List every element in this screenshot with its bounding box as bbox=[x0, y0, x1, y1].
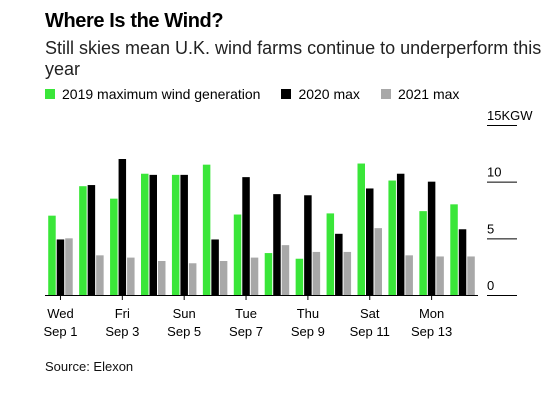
bar-2021-sep-10 bbox=[343, 251, 352, 295]
x-tick-day: Mon bbox=[419, 306, 444, 321]
bar-2021-sep-4 bbox=[158, 261, 166, 295]
bar-2020-sep-14 bbox=[458, 229, 467, 295]
bar-2019-sep-8 bbox=[264, 253, 273, 295]
bar-2020-sep-10 bbox=[335, 233, 343, 295]
bar-2019-sep-5 bbox=[171, 174, 180, 295]
bar-2019-sep-7 bbox=[233, 214, 242, 295]
legend-swatch-2021 bbox=[380, 89, 391, 99]
bar-2021-sep-14 bbox=[467, 256, 475, 295]
x-tick-day: Wed bbox=[47, 306, 74, 321]
bar-2020-sep-13 bbox=[427, 181, 436, 295]
bar-2020-sep-8 bbox=[273, 194, 281, 295]
y-tick-label: 0 bbox=[487, 278, 494, 293]
legend-swatch-2020 bbox=[281, 89, 292, 99]
bar-2021-sep-11 bbox=[374, 228, 382, 295]
legend-label-2019: 2019 maximum wind generation bbox=[62, 86, 261, 102]
x-tick-day: Sun bbox=[173, 306, 196, 321]
chart-subtitle: Still skies mean U.K. wind farms continu… bbox=[45, 38, 542, 79]
x-tick-date: Sep 1 bbox=[43, 324, 77, 339]
x-tick-day: Thu bbox=[297, 306, 319, 321]
bar-2019-sep-14 bbox=[450, 204, 458, 295]
bar-2019-sep-1 bbox=[48, 215, 56, 295]
bar-2021-sep-6 bbox=[219, 261, 228, 295]
bar-2019-sep-4 bbox=[141, 173, 149, 295]
legend-item-2019: 2019 maximum wind generation bbox=[45, 86, 260, 102]
legend-item-2020: 2020 max bbox=[281, 86, 360, 102]
source-note: Source: Elexon bbox=[45, 359, 134, 374]
bar-2021-sep-5 bbox=[188, 263, 197, 295]
x-tick-day: Fri bbox=[115, 306, 130, 321]
bar-2020-sep-1 bbox=[56, 239, 65, 295]
bar-2020-sep-6 bbox=[211, 239, 219, 295]
legend-label-2021: 2021 max bbox=[397, 86, 460, 102]
bar-2021-sep-9 bbox=[312, 251, 321, 295]
x-tick-date: Sep 7 bbox=[229, 324, 263, 339]
bar-2019-sep-13 bbox=[419, 211, 427, 295]
x-tick-date: Sep 9 bbox=[291, 324, 325, 339]
bar-2020-sep-2 bbox=[87, 185, 96, 295]
bar-2020-sep-12 bbox=[396, 173, 405, 295]
bar-2021-sep-7 bbox=[250, 257, 259, 295]
legend-item-2021: 2021 max bbox=[380, 86, 460, 102]
bar-2021-sep-2 bbox=[96, 255, 104, 295]
bar-2021-sep-1 bbox=[65, 238, 73, 295]
bar-2019-sep-2 bbox=[79, 186, 87, 295]
legend-label-2020: 2020 max bbox=[298, 86, 360, 102]
bar-2020-sep-11 bbox=[366, 188, 374, 295]
bar-2021-sep-13 bbox=[436, 256, 444, 295]
bar-2019-sep-6 bbox=[202, 164, 211, 295]
x-tick-date: Sep 3 bbox=[105, 324, 139, 339]
y-tick-label: 5 bbox=[487, 221, 494, 236]
bar-2020-sep-7 bbox=[242, 177, 250, 295]
x-tick-day: Sat bbox=[360, 306, 380, 321]
bar-2021-sep-3 bbox=[127, 257, 135, 295]
bar-2019-sep-9 bbox=[295, 258, 304, 295]
bar-2019-sep-3 bbox=[110, 198, 118, 295]
x-tick-date: Sep 11 bbox=[350, 324, 390, 339]
x-tick-date: Sep 13 bbox=[411, 324, 452, 339]
bar-2020-sep-3 bbox=[118, 159, 127, 295]
bar-2020-sep-9 bbox=[304, 195, 312, 295]
y-tick-label: 10 bbox=[487, 165, 501, 180]
bar-2021-sep-8 bbox=[281, 245, 290, 295]
legend: 2019 maximum wind generation 2020 max 20… bbox=[45, 86, 480, 102]
x-tick-day: Tue bbox=[235, 306, 257, 321]
bar-2019-sep-11 bbox=[357, 163, 365, 295]
bar-2020-sep-5 bbox=[180, 174, 188, 295]
chart-title: Where Is the Wind? bbox=[45, 10, 224, 32]
bar-2021-sep-12 bbox=[405, 255, 413, 295]
x-tick-date: Sep 5 bbox=[167, 324, 201, 339]
bar-2019-sep-10 bbox=[326, 213, 335, 295]
y-tick-label: 15KGW bbox=[487, 108, 533, 123]
legend-swatch-2019 bbox=[45, 89, 55, 99]
bar-2019-sep-12 bbox=[388, 180, 396, 295]
bar-2020-sep-4 bbox=[149, 174, 157, 295]
